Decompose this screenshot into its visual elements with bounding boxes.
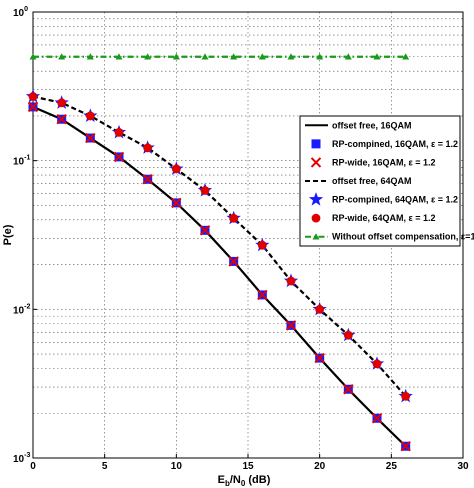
- data-point-triangle: [29, 53, 37, 60]
- legend-marker-triangle: [312, 233, 320, 240]
- data-point-circle: [343, 330, 353, 340]
- x-tick-label: 0: [30, 461, 36, 472]
- data-point-triangle: [316, 53, 324, 60]
- data-point-circle: [372, 359, 382, 369]
- legend-entry-label: RP-wide, 16QAM, ε = 1.2: [332, 157, 436, 167]
- y-tick-label: 10-3: [13, 452, 30, 465]
- x-tick-label: 25: [386, 461, 398, 472]
- data-point-x: [371, 413, 383, 424]
- legend-entry-label: offset free, 64QAM: [332, 176, 412, 186]
- data-point-circle: [257, 240, 267, 250]
- data-point-triangle: [373, 53, 381, 60]
- data-point-x: [228, 256, 239, 267]
- series-markers: [25, 53, 413, 452]
- data-point-x: [257, 289, 268, 301]
- y-tick-label: 10-2: [13, 303, 30, 316]
- data-point-circle: [171, 164, 181, 174]
- series-line-3: [32, 95, 407, 398]
- data-point-triangle: [402, 53, 410, 60]
- y-tick-label: 10-1: [13, 155, 30, 168]
- axis-ticks: 0 5 10 15 20 25 30 100 10-1 10-2 10-3: [13, 6, 469, 472]
- x-tick-label: 5: [102, 461, 108, 472]
- data-point-triangle: [230, 53, 238, 60]
- data-point-x: [85, 132, 96, 144]
- data-point-x: [171, 197, 182, 209]
- series-line-0: [32, 105, 407, 448]
- data-point-circle: [28, 92, 38, 101]
- data-point-x: [113, 151, 125, 163]
- data-point-x: [56, 114, 67, 125]
- y-tick-label: 100: [13, 6, 28, 19]
- data-point-triangle: [344, 53, 352, 60]
- data-point-x: [314, 352, 325, 364]
- data-point-circle: [315, 304, 325, 314]
- data-point-triangle: [144, 53, 152, 60]
- data-point-circle: [57, 98, 67, 108]
- data-point-x: [27, 101, 39, 113]
- data-point-circle: [114, 127, 124, 137]
- x-tick-label: 30: [457, 461, 469, 472]
- y-axis-label: P(e): [2, 224, 14, 245]
- data-point-triangle: [58, 53, 66, 60]
- legend: offset free, 16QAM RP-compined, 16QAM, ε …: [299, 115, 474, 247]
- data-point-circle: [200, 186, 210, 195]
- data-point-circle: [401, 391, 411, 401]
- x-tick-label: 10: [171, 461, 183, 472]
- legend-marker-star: [308, 192, 324, 206]
- legend-entry-label: offset free, 16QAM: [332, 120, 412, 130]
- legend-entry-label: RP-compined, 64QAM, ε = 1.2: [332, 195, 458, 205]
- legend-box: [299, 115, 461, 247]
- legend-marker-square: [311, 139, 321, 149]
- x-tick-label: 15: [242, 461, 254, 472]
- data-point-x: [285, 320, 297, 331]
- axis-labels: Eb/N0 (dB) P(e): [2, 224, 271, 488]
- legend-marker-circle: [311, 213, 321, 223]
- data-point-x: [343, 384, 354, 395]
- data-point-triangle: [258, 53, 266, 60]
- data-point-triangle: [201, 53, 209, 60]
- data-point-circle: [85, 111, 95, 121]
- x-axis-label: Eb/N0 (dB): [218, 474, 271, 488]
- data-point-triangle: [86, 53, 94, 60]
- x-tick-label: 20: [314, 461, 326, 472]
- data-point-triangle: [115, 53, 123, 60]
- data-point-x: [142, 174, 153, 185]
- data-point-x: [199, 225, 211, 236]
- legend-entry-label: RP-wide, 64QAM, ε = 1.2: [332, 213, 436, 223]
- legend-entry-label: Without offset compensation, ε=1.2: [332, 232, 474, 242]
- data-point-x: [400, 441, 411, 452]
- series-lines: [32, 55, 407, 448]
- data-point-triangle: [172, 53, 180, 60]
- legend-marker-x: [310, 157, 322, 168]
- data-point-circle: [286, 276, 296, 286]
- data-point-circle: [229, 213, 239, 223]
- data-point-triangle: [287, 53, 295, 60]
- legend-entry-label: RP-compined, 16QAM, ε = 1.2: [332, 139, 458, 149]
- data-point-circle: [143, 143, 153, 153]
